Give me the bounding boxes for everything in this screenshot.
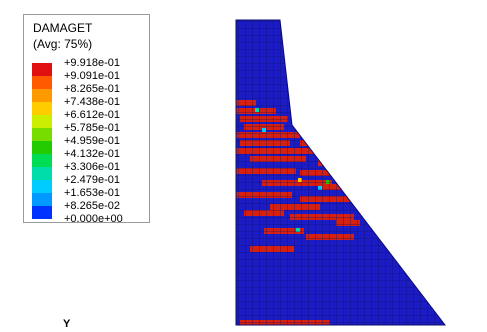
legend-swatch bbox=[32, 193, 52, 206]
legend-swatch bbox=[32, 115, 52, 128]
legend-tick-label: +8.265e-02 bbox=[64, 200, 120, 212]
legend-subtitle: (Avg: 75%) bbox=[33, 37, 93, 51]
legend-swatch bbox=[32, 206, 52, 219]
legend-swatch bbox=[32, 167, 52, 180]
legend-tick-label: +2.479e-01 bbox=[64, 174, 120, 186]
legend-swatch bbox=[32, 76, 52, 89]
legend-tick-label: +3.306e-01 bbox=[64, 161, 120, 173]
legend-color-bar: +9.918e-01 +9.091e-01 +8.265e-01 +7.438e-01… bbox=[32, 57, 123, 225]
legend-tick-label: +5.785e-01 bbox=[64, 122, 120, 134]
legend-title: DAMAGET bbox=[33, 21, 93, 35]
legend-tick-label: +6.612e-01 bbox=[64, 109, 120, 121]
legend-swatch bbox=[32, 154, 52, 167]
axis-y-label: Y bbox=[63, 318, 71, 330]
legend-tick-label: +7.438e-01 bbox=[64, 96, 120, 108]
legend-tick-label: +9.091e-01 bbox=[64, 70, 120, 82]
legend-swatch bbox=[32, 63, 52, 76]
legend-tick-label: +4.132e-01 bbox=[64, 148, 120, 160]
legend-swatch bbox=[32, 141, 52, 154]
legend-tick-label: +8.265e-01 bbox=[64, 83, 120, 95]
legend-tick-label: +1.653e-01 bbox=[64, 187, 120, 199]
legend-swatch bbox=[32, 128, 52, 141]
legend-tick-label: +9.918e-01 bbox=[64, 57, 120, 69]
legend-tick-label: +0.000e+00 bbox=[64, 213, 123, 225]
legend-swatch bbox=[32, 102, 52, 115]
mesh-grid bbox=[236, 20, 445, 325]
legend: DAMAGET (Avg: 75%) +9.918e-01 +9.091e-01 +… bbox=[23, 14, 150, 225]
legend-swatch bbox=[32, 89, 52, 102]
legend-swatch bbox=[32, 180, 52, 193]
legend-tick-label: +4.959e-01 bbox=[64, 135, 120, 147]
dam-outline bbox=[235, 19, 447, 326]
